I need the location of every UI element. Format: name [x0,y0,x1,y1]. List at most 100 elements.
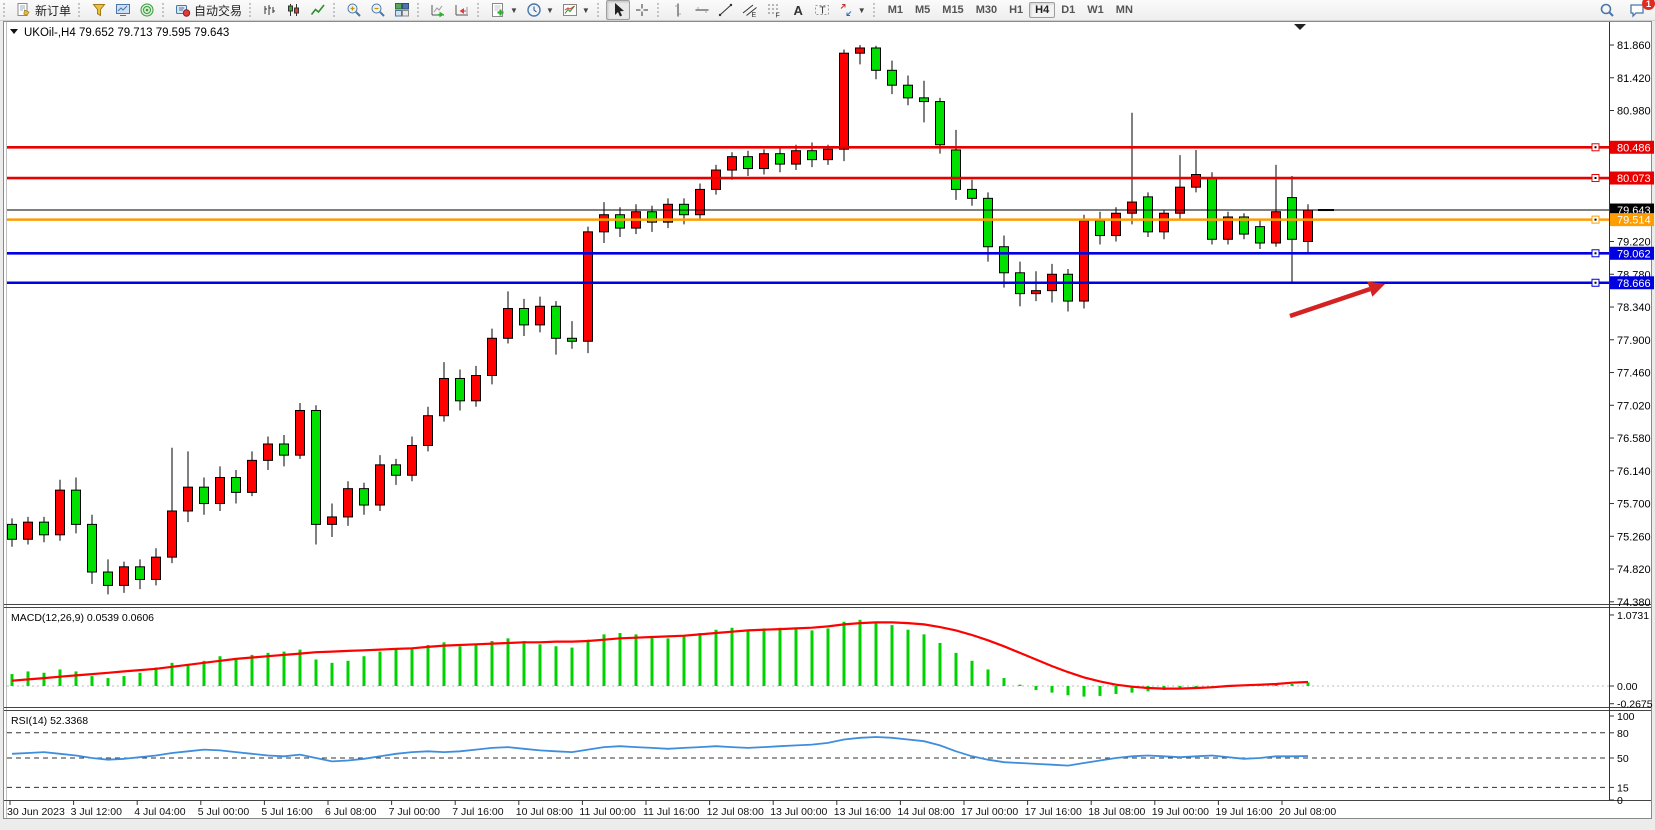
chart-canvas[interactable]: UKOil-,H4 79.652 79.713 79.595 79.643 MAC… [0,20,1655,830]
search-icon [1600,3,1614,17]
templates-button[interactable]: ▼ [558,0,594,20]
time-tick-label: 11 Jul 16:00 [643,806,700,818]
market-watch-button[interactable] [87,0,111,20]
data-window-button[interactable] [111,0,135,20]
candle [71,489,81,525]
new-chart-button[interactable]: ▼ [486,0,522,20]
candle [311,409,321,525]
arrows-button[interactable]: ▼ [834,0,870,20]
time-tick-label: 3 Jul 12:00 [71,806,123,818]
horizontal-line-button[interactable] [690,0,714,20]
candle [1159,212,1169,233]
dropdown-caret-icon[interactable]: ▼ [857,5,866,15]
time-tick-label: 20 Jul 08:00 [1279,806,1336,818]
line-chart-button[interactable] [306,0,330,20]
toolbar-grip [162,3,167,17]
navigator-button[interactable] [135,0,159,20]
timeframe-m5-button[interactable]: M5 [915,4,931,16]
timeframe-m1-button[interactable]: M1 [887,4,903,16]
vertical-line-button[interactable] [666,0,690,20]
time-tick-label: 4 Jul 04:00 [134,806,186,818]
candle [567,337,577,342]
timeframe-h4-button[interactable]: H4 [1029,2,1056,18]
dropdown-caret-icon[interactable]: ▼ [545,5,554,15]
time-tick-label: 13 Jul 16:00 [834,806,891,818]
candle [743,156,753,170]
time-tick-label: 17 Jul 00:00 [961,806,1018,818]
periods-button[interactable]: ▼ [522,0,558,20]
price-badge [1610,246,1654,260]
tile-windows-button[interactable] [390,0,414,20]
auto-scroll-button[interactable] [426,0,450,20]
svg-text:T: T [819,6,825,17]
rsi-axis-label: 100 [1617,711,1635,723]
candle [39,521,49,536]
candle [759,153,769,170]
price-badge-label: 80.073 [1617,173,1651,185]
cursor-button[interactable] [605,0,630,20]
candle [183,486,193,512]
timeframe-d1-button[interactable]: D1 [1061,4,1076,16]
autotrading-button[interactable]: 自动交易 [171,0,246,20]
price-badge [1610,276,1654,290]
timeframe-h1-button[interactable]: H1 [1009,4,1024,16]
chart-shift-marker[interactable] [1294,24,1306,30]
notifications-button[interactable]: 1 [1625,0,1655,20]
candle [999,246,1009,274]
candle [295,409,305,456]
chart-collapse-icon[interactable] [10,29,18,34]
fibonacci-button[interactable]: F [762,0,786,20]
text-button[interactable]: A [786,0,810,20]
candle [855,47,865,54]
toolbar-grip [249,3,254,17]
candle [1239,216,1249,235]
timeframe-m15-button[interactable]: M15 [942,4,964,16]
candle [1095,220,1105,237]
price-axis[interactable]: 81.86081.42080.98079.22078.78078.34077.9… [1609,40,1654,609]
trend-arrow-annotation[interactable] [1289,281,1385,319]
timeframe-w1-button[interactable]: W1 [1087,4,1104,16]
candle [407,444,417,476]
candle [695,188,705,216]
crosshair-icon [635,4,648,16]
rsi-axis-label: 15 [1617,782,1629,794]
candle [471,375,481,402]
text-label-button[interactable]: T [810,0,834,20]
crosshair-button[interactable] [630,0,654,20]
candlestick-chart-button[interactable] [282,0,306,20]
new-order-icon [17,3,30,16]
data-window-icon [116,4,131,16]
time-tick-label: 7 Jul 16:00 [452,806,504,818]
price-tick-label: 77.900 [1617,335,1651,347]
timeframe-mn-button[interactable]: MN [1115,4,1133,16]
trend-line-button[interactable] [714,0,738,20]
macd-axis-label: -0.2675 [1617,699,1653,711]
price-tick-label: 74.380 [1617,597,1651,609]
candle [423,415,433,446]
dropdown-caret-icon[interactable]: ▼ [581,5,590,15]
dropdown-caret-icon[interactable]: ▼ [510,5,518,15]
time-tick-label: 7 Jul 00:00 [389,806,441,818]
candle [1175,186,1185,214]
text-label-icon: T [814,5,829,17]
zoom-out-button[interactable] [366,0,390,20]
time-tick-label: 12 Jul 08:00 [707,806,764,818]
candle [727,156,737,171]
rsi-line [11,736,1309,767]
candle [375,464,385,506]
new-order-button[interactable]: 新订单 [12,0,75,20]
price-badge [1610,140,1654,154]
channel-button[interactable]: E [738,0,762,20]
time-axis[interactable]: 30 Jun 2023 3 Jul 12:00 4 Jul 04:00 5 Jul 0… [7,800,1336,818]
toolbar-grip [78,3,83,17]
svg-text:A: A [793,3,803,18]
macd-axis-label: 1.0731 [1617,610,1649,622]
price-tick-label: 76.140 [1617,466,1651,478]
timeframe-m30-button[interactable]: M30 [975,4,998,16]
candle [215,476,225,505]
chart-shift-button[interactable] [450,0,474,20]
search-button[interactable] [1595,0,1619,20]
bar-chart-button[interactable] [258,0,282,20]
zoom-in-button[interactable] [342,0,366,20]
price-tick-label: 78.340 [1617,302,1651,314]
